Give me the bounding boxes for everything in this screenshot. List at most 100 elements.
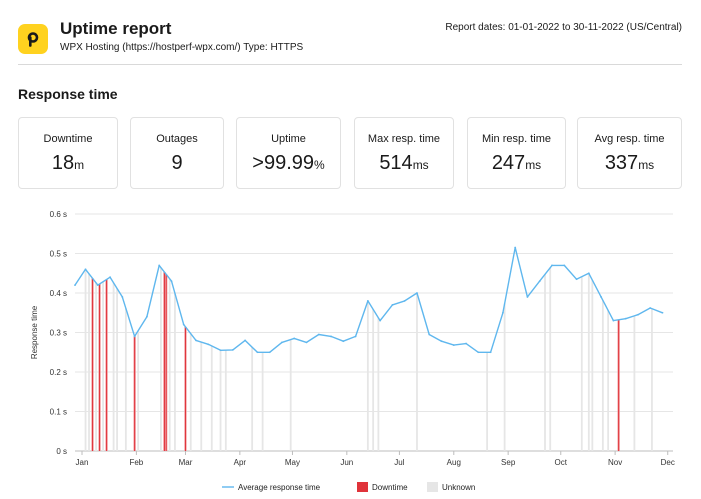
legend-label-average: Average response time	[238, 483, 321, 492]
stat-value: 247ms	[468, 152, 565, 175]
unknown-bar	[601, 300, 604, 451]
legend-downtime-swatch	[357, 482, 368, 492]
unknown-bar	[124, 308, 127, 451]
response-time-chart: 0 s 0.1 s 0.2 s 0.3 s 0.4 s 0.5 s 0.6 s Jan Feb M…	[30, 210, 675, 492]
unknown-bar	[210, 346, 213, 451]
stat-card-max-resp: Max resp. time 514ms	[354, 117, 454, 189]
stat-card-downtime: Downtime 18m	[18, 117, 118, 189]
data-point	[244, 339, 247, 342]
y-tick-label: 0.6 s	[50, 210, 67, 219]
data-point	[501, 311, 504, 314]
y-tick-label: 0.2 s	[50, 368, 67, 377]
data-point	[109, 276, 111, 279]
legend-label-downtime: Downtime	[372, 483, 408, 492]
x-tick-label: Mar	[179, 458, 193, 467]
data-point	[416, 292, 418, 294]
unknown-bar	[200, 342, 203, 451]
stat-unit: ms	[525, 158, 542, 172]
unknown-bar	[112, 282, 115, 451]
legend-unknown-swatch	[427, 482, 438, 492]
data-point	[219, 349, 222, 352]
data-point	[146, 315, 148, 318]
data-point	[354, 335, 357, 338]
stat-value: 514ms	[355, 152, 453, 175]
unknown-bar	[486, 352, 489, 451]
data-point	[587, 272, 590, 275]
unknown-bar	[366, 300, 369, 451]
data-point	[465, 342, 467, 345]
data-point	[538, 280, 541, 283]
stat-card-min-resp: Min resp. time 247ms	[467, 117, 566, 189]
data-point	[452, 344, 455, 347]
data-point	[379, 319, 382, 322]
report-header: Uptime report WPX Hosting (https://hostp…	[18, 14, 682, 66]
y-tick-label: 0.1 s	[50, 408, 67, 417]
data-point	[182, 323, 185, 326]
x-tick-label: Dec	[661, 458, 675, 467]
unknown-bar	[88, 273, 90, 451]
x-tick-label: Oct	[555, 458, 568, 467]
x-tick-label: Apr	[234, 458, 247, 467]
stat-card-avg-resp: Avg resp. time 337ms	[577, 117, 682, 189]
unknown-bar	[544, 274, 546, 451]
unknown-bar	[189, 333, 192, 451]
x-tick-label: Aug	[447, 458, 461, 467]
unknown-bar	[116, 288, 118, 451]
data-point	[403, 300, 406, 302]
data-point	[74, 284, 76, 286]
data-point	[391, 303, 394, 306]
data-point	[526, 296, 529, 298]
unknown-bar	[377, 317, 380, 451]
unknown-bar	[219, 350, 222, 451]
data-point	[489, 351, 492, 354]
unknown-bar	[549, 267, 552, 451]
data-point	[661, 311, 664, 314]
p-logo-icon	[27, 32, 39, 47]
data-point	[551, 264, 553, 267]
stat-label: Max resp. time	[367, 133, 441, 145]
stat-unit: m	[74, 158, 85, 172]
unknown-bar	[503, 303, 506, 451]
stat-value: 337ms	[578, 152, 681, 175]
data-point	[281, 341, 283, 344]
data-point	[158, 264, 161, 267]
stat-unit: ms	[412, 158, 429, 172]
unknown-bar	[607, 310, 610, 451]
stat-number: 18	[51, 152, 75, 174]
stat-label: Downtime	[43, 133, 93, 145]
x-tick-label: Jan	[76, 458, 89, 467]
report-dates: Report dates: 01-01-2022 to 30-11-2022 (…	[445, 22, 682, 33]
unknown-bar	[160, 267, 162, 451]
data-point	[600, 296, 602, 298]
app-logo	[18, 24, 48, 54]
data-point	[637, 313, 639, 316]
data-point	[477, 351, 480, 354]
unknown-bar	[168, 278, 171, 451]
data-point	[195, 339, 197, 342]
stat-value: 18m	[19, 152, 117, 175]
x-tick-label: Nov	[608, 458, 622, 467]
data-point	[649, 307, 652, 309]
data-point	[440, 340, 443, 343]
unknown-bar	[591, 280, 594, 451]
unknown-bar	[224, 350, 227, 451]
unknown-bar	[102, 281, 104, 451]
stat-unit: ms	[638, 158, 655, 172]
data-point	[305, 341, 308, 344]
unknown-bar	[372, 309, 375, 451]
y-tick-label: 0.4 s	[50, 289, 67, 298]
data-point	[84, 268, 87, 271]
data-point	[268, 351, 271, 354]
stat-value: >99.99%	[237, 152, 340, 175]
y-tick-label: 0.5 s	[50, 250, 67, 259]
unknown-bar	[289, 339, 292, 451]
stat-label: Min resp. time	[481, 133, 552, 145]
y-axis-label: Response time	[30, 305, 39, 359]
unknown-bar	[651, 308, 653, 451]
data-point	[366, 300, 369, 302]
unknown-bar	[137, 330, 140, 451]
unknown-bar	[251, 347, 254, 451]
x-tick-label: Sep	[501, 458, 516, 467]
stat-number: 247	[491, 152, 526, 174]
data-point	[563, 264, 566, 267]
